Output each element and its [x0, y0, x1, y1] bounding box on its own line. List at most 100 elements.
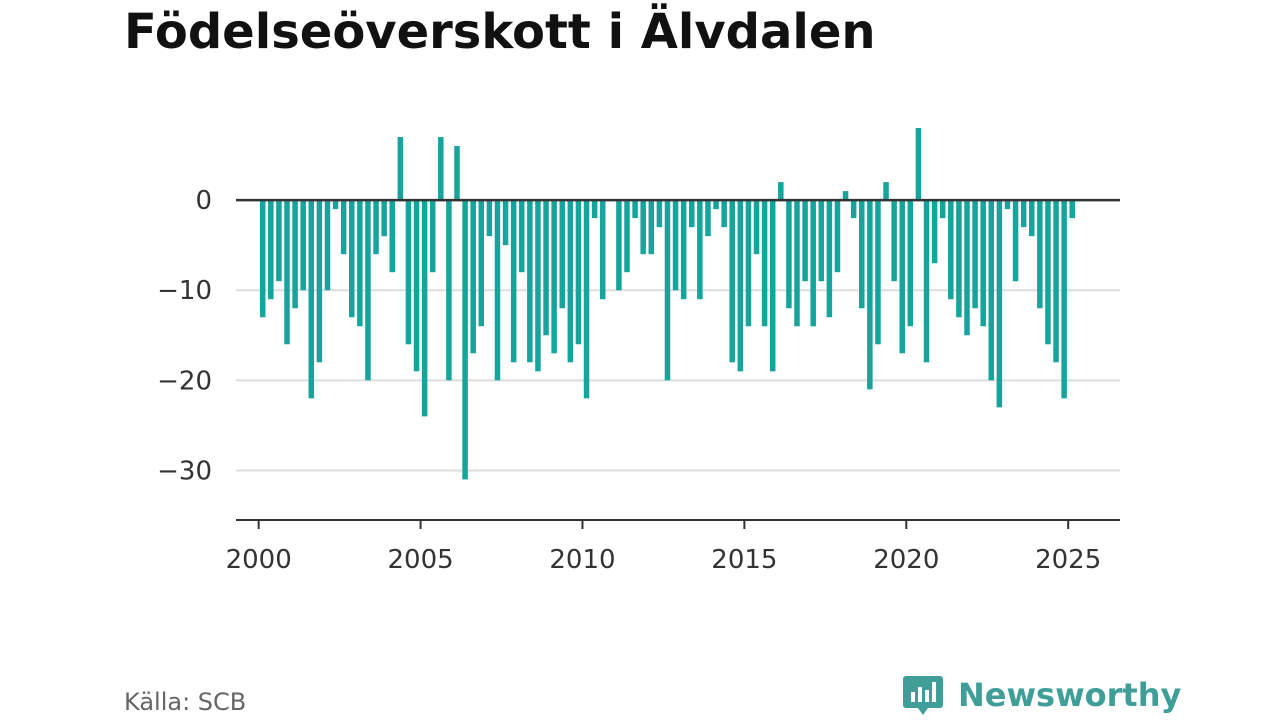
bar — [1069, 200, 1075, 219]
bar — [268, 200, 274, 300]
bar — [923, 200, 930, 363]
bar — [599, 200, 606, 300]
bar — [510, 200, 517, 363]
bar — [332, 200, 339, 210]
bar — [737, 200, 744, 372]
x-tick-label: 2020 — [873, 545, 939, 575]
bar — [373, 200, 379, 255]
y-tick-label: −30 — [157, 456, 212, 486]
bar — [535, 200, 541, 372]
bar — [1020, 200, 1027, 228]
bar — [632, 200, 638, 219]
bar — [1037, 200, 1043, 309]
bar — [300, 200, 306, 291]
bar — [915, 128, 922, 201]
bar — [1053, 200, 1059, 363]
bar — [810, 200, 816, 327]
bar — [826, 200, 833, 318]
chart-title: Födelseöverskott i Älvdalen — [124, 4, 876, 60]
bar — [697, 200, 703, 300]
bar — [316, 200, 323, 363]
bar — [389, 200, 395, 273]
bar — [591, 200, 598, 219]
bar — [956, 200, 962, 318]
bar — [349, 200, 355, 318]
bar — [729, 200, 735, 363]
bar — [948, 200, 954, 300]
bar — [527, 200, 533, 363]
bar — [486, 200, 493, 237]
brand-logo: Newsworthy — [902, 670, 1181, 720]
bar — [438, 137, 444, 201]
bar — [583, 200, 590, 399]
bar — [753, 200, 760, 255]
bar — [470, 200, 476, 354]
bar — [575, 200, 582, 345]
bar — [648, 200, 655, 255]
y-tick-label: −10 — [157, 276, 212, 306]
bar — [1061, 200, 1067, 399]
bar — [397, 137, 404, 201]
bar — [640, 200, 646, 255]
bar — [308, 200, 315, 399]
bar — [1012, 200, 1019, 282]
bar — [786, 200, 792, 309]
bar — [721, 200, 727, 228]
bar — [567, 200, 574, 363]
bar — [891, 200, 897, 282]
bar — [494, 200, 501, 381]
bar — [883, 182, 889, 201]
x-tick-label: 2000 — [226, 545, 292, 575]
bar — [778, 182, 784, 201]
bars — [259, 128, 1075, 480]
bar — [818, 200, 825, 282]
bar — [842, 191, 849, 201]
x-tick-label: 2025 — [1035, 545, 1101, 575]
x-tick-label: 2010 — [549, 545, 615, 575]
bar — [745, 200, 752, 327]
axes — [236, 198, 1120, 529]
bar — [454, 146, 460, 201]
bar — [276, 200, 282, 282]
bar — [421, 200, 428, 417]
bar — [850, 200, 857, 219]
bar — [972, 200, 978, 309]
bar — [899, 200, 905, 354]
x-tick-label: 2005 — [387, 545, 453, 575]
bar — [713, 200, 719, 210]
bar — [405, 200, 412, 345]
bar — [543, 200, 549, 336]
bar — [413, 200, 420, 372]
bar — [340, 200, 347, 255]
bar — [680, 200, 687, 300]
bar — [907, 200, 914, 327]
bar — [939, 200, 946, 219]
bar — [502, 200, 509, 246]
bar — [996, 200, 1003, 408]
bar — [761, 200, 768, 327]
y-tick-label: −20 — [157, 366, 212, 396]
bar — [551, 200, 557, 354]
bar — [559, 200, 565, 309]
brand-name: Newsworthy — [958, 676, 1182, 714]
bar — [689, 200, 695, 228]
bar — [859, 200, 865, 309]
bar — [284, 200, 290, 345]
bar — [664, 200, 671, 381]
bar — [446, 200, 452, 381]
bar — [867, 200, 873, 390]
bar — [357, 200, 363, 327]
bar — [931, 200, 938, 264]
bar — [365, 200, 371, 381]
bar — [616, 200, 622, 291]
bar — [1029, 200, 1035, 237]
bar — [980, 200, 986, 327]
bar — [802, 200, 808, 282]
bar — [478, 200, 485, 327]
bar — [794, 200, 800, 327]
bar — [324, 200, 331, 291]
bar — [519, 200, 525, 273]
bar — [834, 200, 841, 273]
bar — [624, 200, 630, 273]
